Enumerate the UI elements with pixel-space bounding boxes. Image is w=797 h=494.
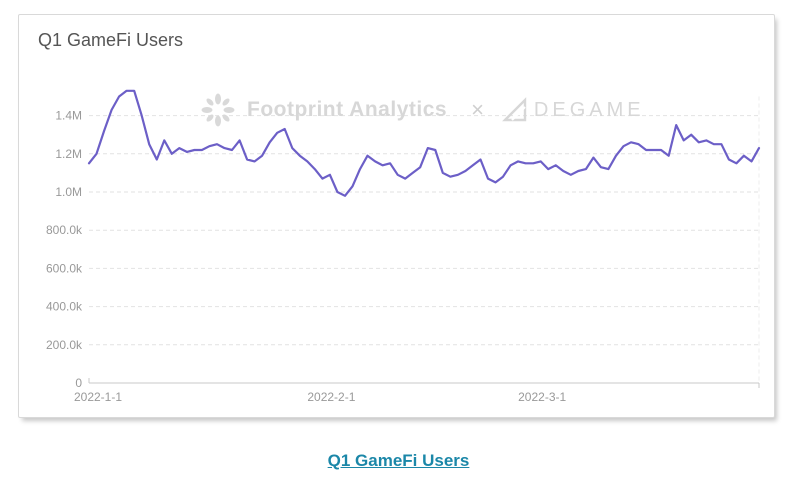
chart-source-link[interactable]: Q1 GameFi Users [327,451,470,470]
x-axis-tick-label: 2022-2-1 [307,390,355,404]
y-axis-tick-label: 200.0k [46,338,83,352]
chart-title: Q1 GameFi Users [38,30,184,50]
y-axis-tick-label: 400.0k [46,300,83,314]
y-axis-tick-label: 1.0M [55,185,82,199]
footer: Q1 GameFi Users [0,451,797,471]
x-axis-tick-label: 2022-1-1 [74,390,122,404]
x-axis-tick-label: 2022-3-1 [518,390,566,404]
chart-card: Q1 GameFi Users 0 200.0k 400.0k 600.0k 800.0… [18,14,775,418]
users-line-series [87,89,761,197]
y-axis-tick-label: 1.2M [55,147,82,161]
y-axis-tick-label: 1.4M [55,109,82,123]
y-axis-tick-label: 600.0k [46,261,83,275]
line-chart[interactable]: 0 200.0k 400.0k 600.0k 800.0k 1.0M 1.2M 1.4M 202… [19,15,774,417]
y-axis-tick-label: 800.0k [46,223,83,237]
y-axis-tick-label: 0 [75,376,82,390]
